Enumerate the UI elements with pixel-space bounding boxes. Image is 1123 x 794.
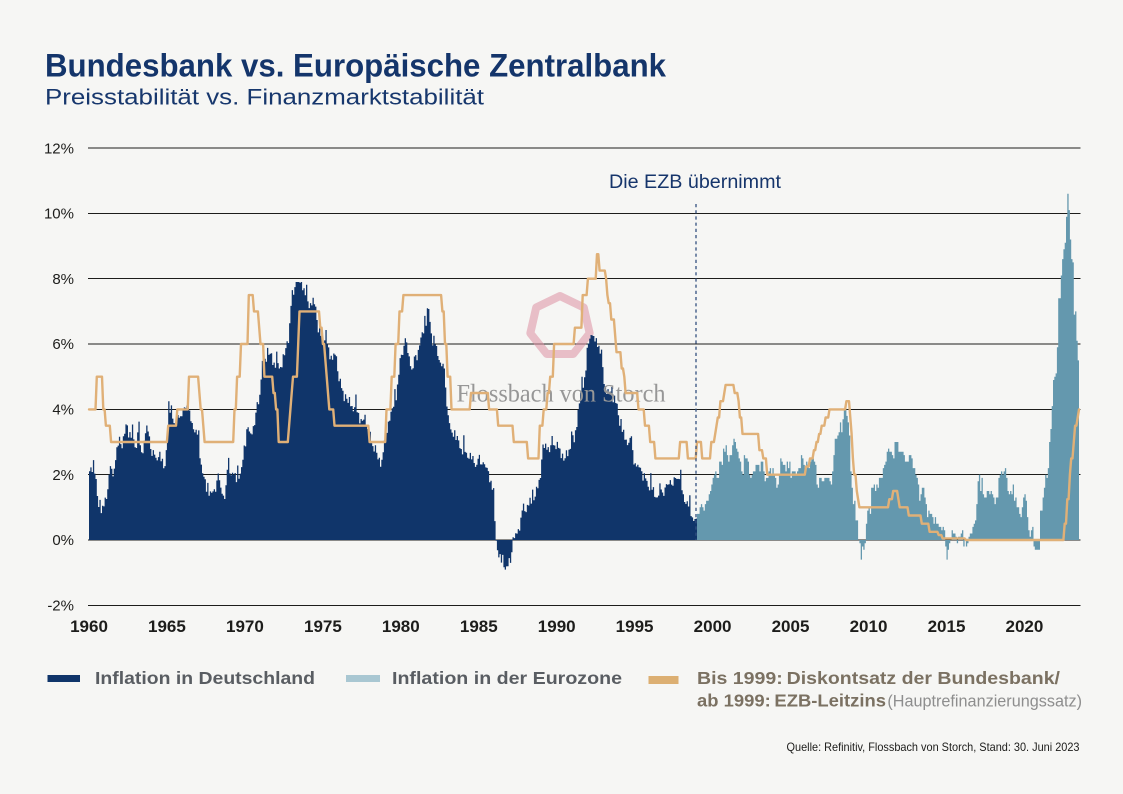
svg-text:10%: 10% xyxy=(44,206,74,223)
svg-text:1990: 1990 xyxy=(538,617,576,636)
svg-text:1960: 1960 xyxy=(70,617,108,636)
svg-text:-2%: -2% xyxy=(47,598,74,615)
svg-text:Die EZB übernimmt: Die EZB übernimmt xyxy=(609,172,782,193)
svg-text:12%: 12% xyxy=(44,140,74,157)
svg-text:Inflation in der Eurozone: Inflation in der Eurozone xyxy=(392,668,622,688)
svg-text:Inflation in Deutschland: Inflation in Deutschland xyxy=(95,668,315,688)
svg-text:1995: 1995 xyxy=(616,617,654,636)
svg-text:2005: 2005 xyxy=(772,617,810,636)
svg-text:Preisstabilität vs. Finanzmark: Preisstabilität vs. Finanzmarktstabilitä… xyxy=(45,85,485,110)
svg-text:6%: 6% xyxy=(52,336,74,353)
svg-text:2020: 2020 xyxy=(1005,617,1043,636)
svg-text:4%: 4% xyxy=(52,402,74,419)
svg-text:1980: 1980 xyxy=(382,617,420,636)
svg-text:Bis 1999: Diskontsatz der Bund: Bis 1999: Diskontsatz der Bundesbank/ xyxy=(697,668,1060,688)
svg-text:2000: 2000 xyxy=(694,617,732,636)
svg-text:2015: 2015 xyxy=(928,617,966,636)
svg-text:ab 1999: EZB-Leitzins (Hauptre: ab 1999: EZB-Leitzins (Hauptrefinanzieru… xyxy=(697,691,1082,711)
svg-text:1975: 1975 xyxy=(304,617,342,636)
svg-text:8%: 8% xyxy=(52,271,74,288)
svg-text:2010: 2010 xyxy=(850,617,888,636)
svg-text:Quelle: Refinitiv, Flossbach v: Quelle: Refinitiv, Flossbach von Storch,… xyxy=(787,740,1080,754)
svg-text:1965: 1965 xyxy=(148,617,186,636)
svg-text:2%: 2% xyxy=(52,467,74,484)
svg-text:1985: 1985 xyxy=(460,617,498,636)
svg-text:1970: 1970 xyxy=(226,617,264,636)
svg-text:0%: 0% xyxy=(52,532,74,549)
svg-text:Bundesbank vs. Europäische Zen: Bundesbank vs. Europäische Zentralbank xyxy=(45,48,666,84)
